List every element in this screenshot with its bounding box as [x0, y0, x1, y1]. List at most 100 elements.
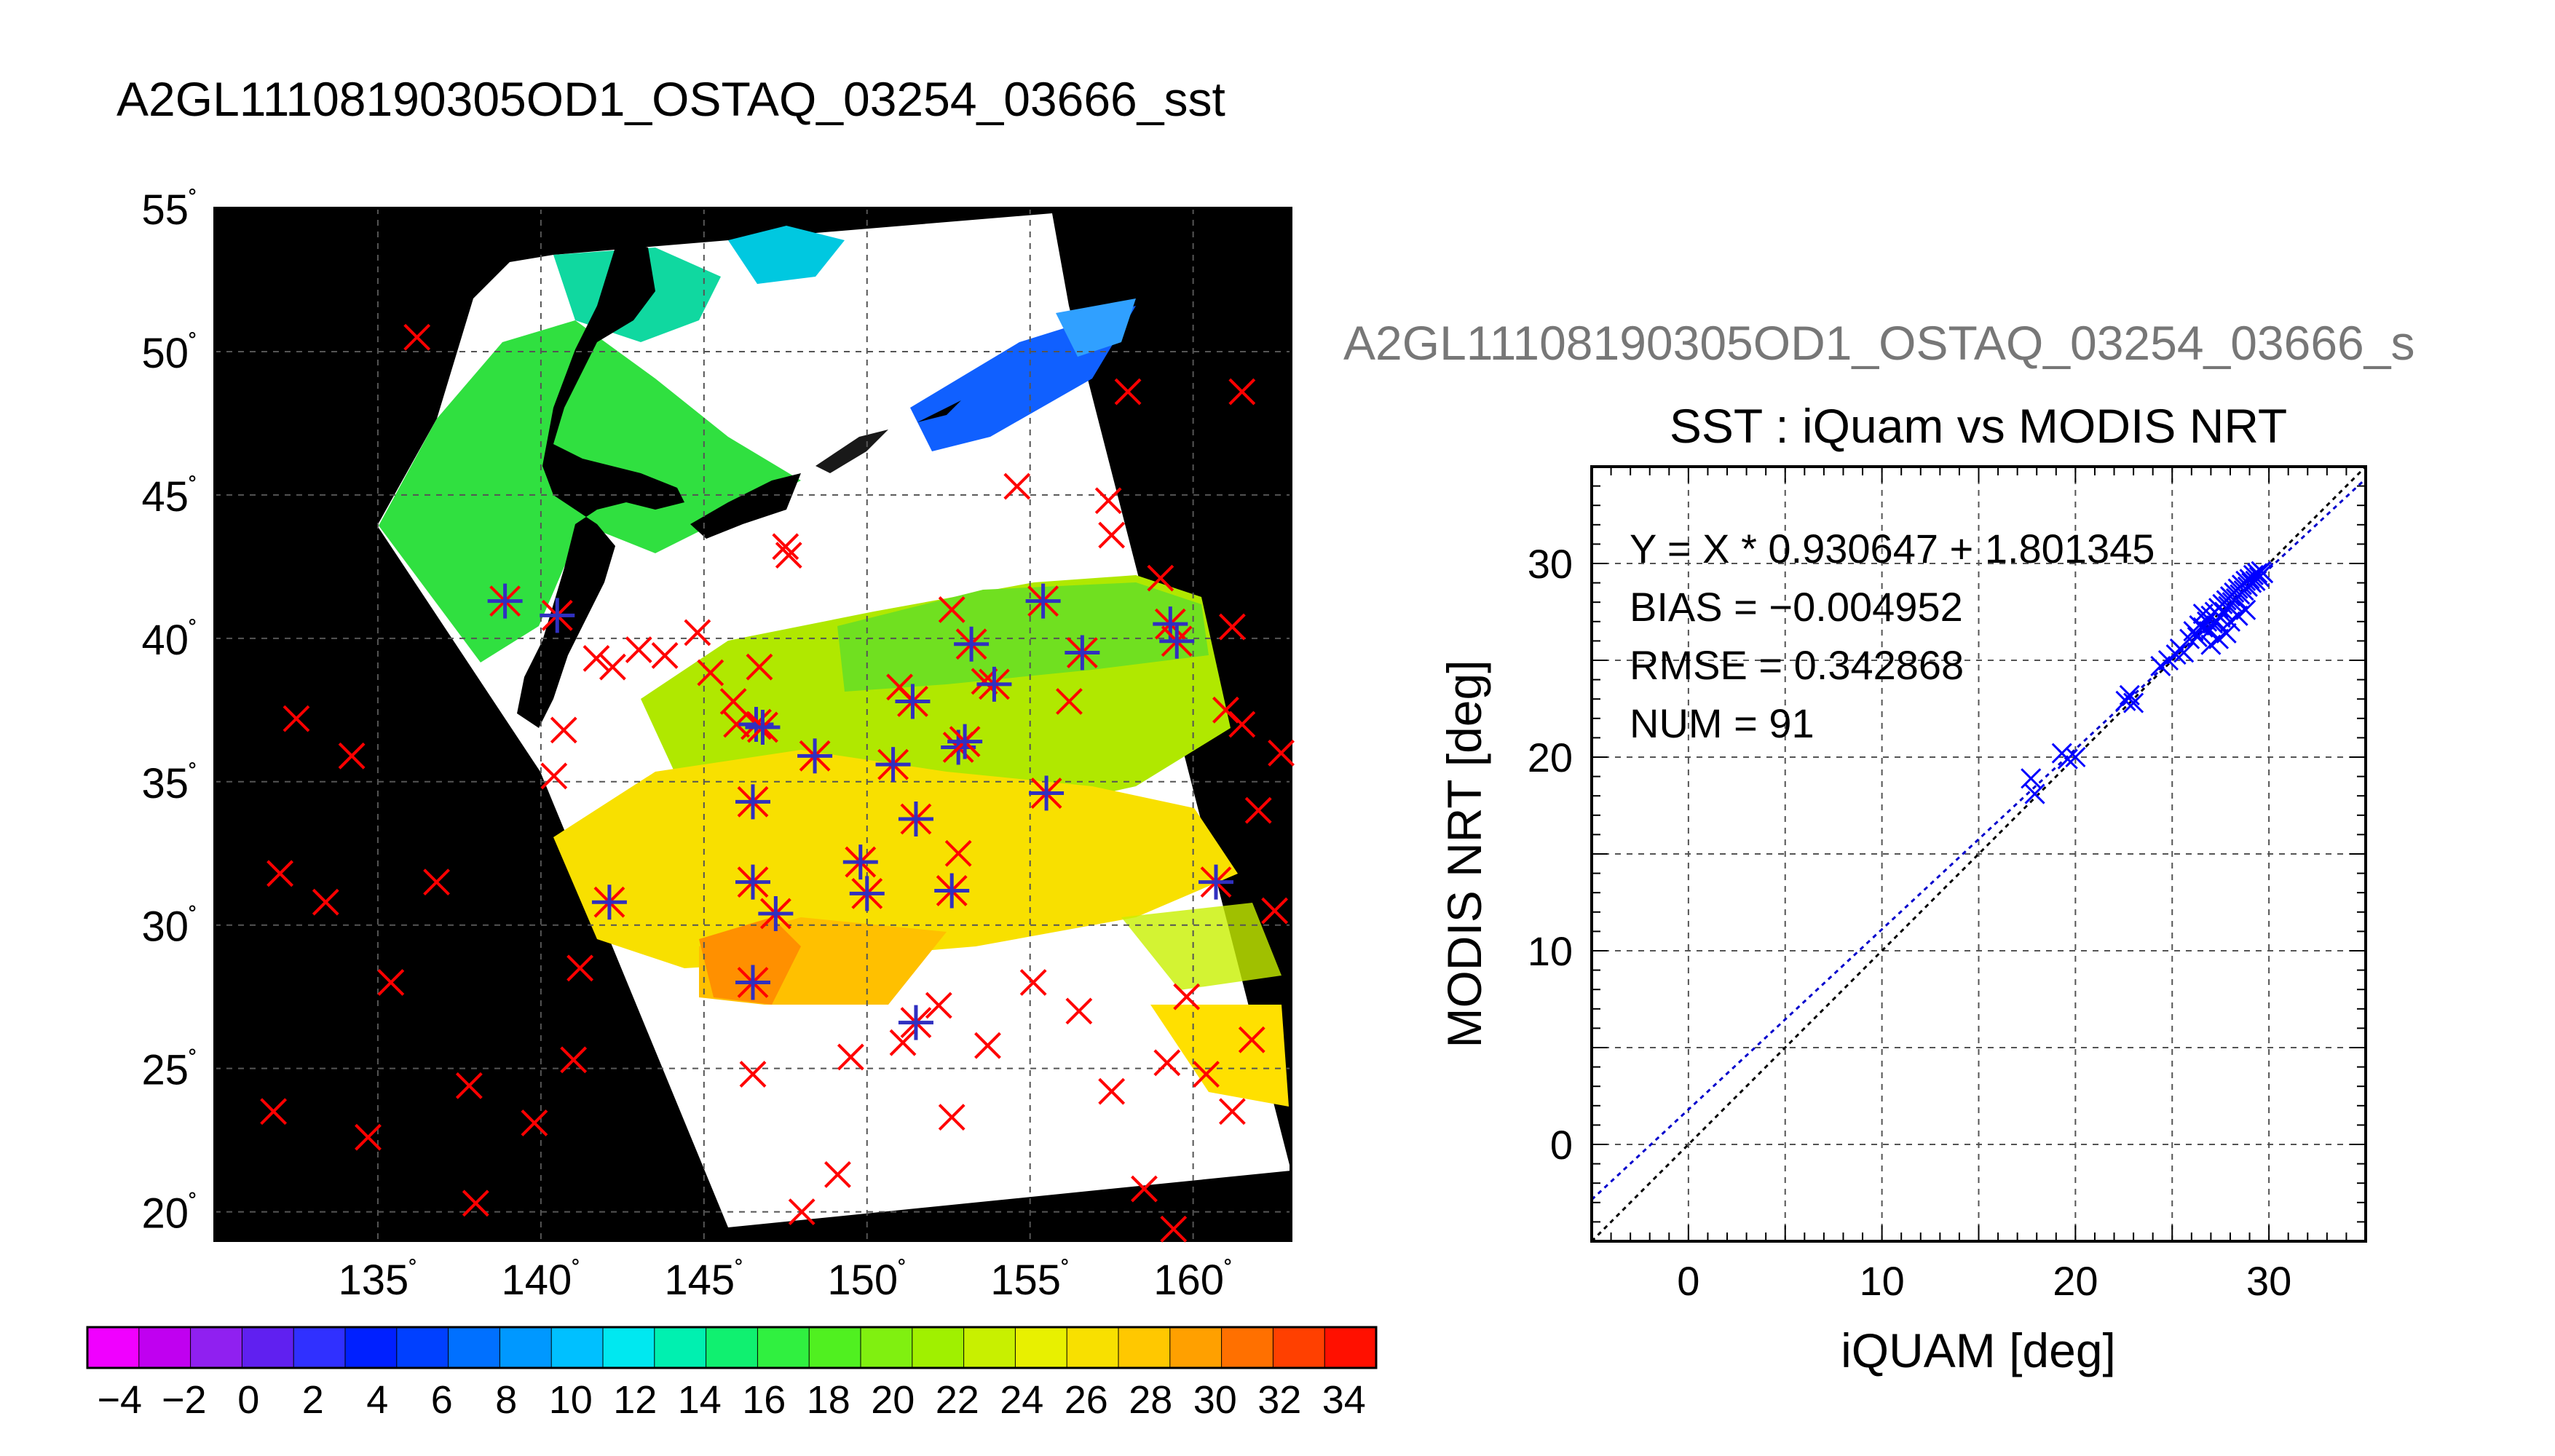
map-point	[550, 716, 577, 744]
matched-point	[1159, 623, 1195, 659]
map-point-stroke	[266, 860, 293, 887]
scatter-stats: Y = X * 0.930647 + 1.801345 BIAS = −0.004…	[1630, 526, 2155, 746]
main-title: A2GL11108190305OD1_OSTAQ_03254_03666_sst	[117, 72, 1225, 126]
matched-point	[849, 876, 885, 911]
map-point	[1098, 521, 1126, 549]
colorbar-label: 34	[1322, 1378, 1366, 1422]
degree-symbol: ˚	[1061, 1256, 1070, 1286]
map-point-stroke	[1065, 997, 1093, 1025]
scatter-point	[2192, 604, 2214, 625]
map-point	[312, 888, 339, 916]
colorbar: −4 −2 0 2 4 6 8 10 12 14 16 18 20 22 24 26 28 30 32 34	[86, 1326, 1378, 1422]
colorbar-label: 16	[742, 1378, 786, 1422]
map-point-stroke	[719, 688, 747, 715]
map-point-stroke	[1019, 969, 1047, 996]
scatter-point-stroke	[2021, 768, 2042, 789]
colorbar-segment	[963, 1326, 1016, 1369]
map-point	[283, 705, 310, 732]
matched-point	[976, 666, 1012, 702]
colorbar-segment	[138, 1326, 191, 1369]
scatter-point-stroke	[2119, 684, 2140, 705]
map-point	[1218, 613, 1246, 641]
matched-point	[1198, 864, 1233, 900]
map-point	[651, 642, 679, 669]
map-point-stroke	[1173, 983, 1201, 1010]
colorbar-segment	[757, 1326, 810, 1369]
map-point-stroke	[1160, 1215, 1188, 1243]
map-point-stroke	[1003, 472, 1031, 500]
map-point-stroke	[1153, 1049, 1181, 1077]
scatter-subtitle: A2GL11108190305OD1_OSTAQ_03254_03666_s	[1343, 316, 2414, 370]
map-point	[1003, 472, 1031, 500]
colorbar-label: 28	[1129, 1378, 1172, 1422]
degree-symbol: ˚	[735, 1256, 743, 1286]
map-lat-value: 55	[141, 186, 189, 234]
map-point-stroke	[260, 1098, 288, 1125]
map-point	[599, 653, 626, 681]
map-point-stroke	[550, 716, 577, 744]
map-point	[788, 1198, 816, 1226]
map-lon-value: 135	[339, 1257, 409, 1304]
map-point	[625, 636, 652, 664]
colorbar-label: 30	[1193, 1378, 1237, 1422]
scatter-ytick-label: 0	[1550, 1122, 1573, 1168]
map-gridlines	[215, 207, 1291, 1241]
colorbar-label: 2	[302, 1378, 324, 1422]
map-lat-label: 50˚	[141, 329, 197, 377]
degree-symbol: ˚	[189, 1190, 197, 1219]
map-lat-label: 20˚	[141, 1190, 197, 1238]
map-point	[1238, 1026, 1265, 1053]
colorbar-label: −4	[97, 1378, 142, 1422]
map-point-stroke	[1131, 1175, 1158, 1203]
scatter-point-stroke	[2065, 746, 2086, 768]
colorbar-segment	[706, 1326, 759, 1369]
map-point	[1261, 897, 1289, 925]
colorbar-label: 4	[366, 1378, 388, 1422]
colorbar-labels: −4 −2 0 2 4 6 8 10 12 14 16 18 20 22 24 26 28 30 32 34	[97, 1378, 1365, 1422]
scatter-xtick-label: 10	[1859, 1258, 1904, 1304]
scatter-point	[2165, 644, 2187, 665]
map-point-stroke	[938, 1104, 965, 1131]
degree-symbol: ˚	[898, 1256, 907, 1286]
colorbar-segment	[860, 1326, 913, 1369]
scatter-point	[2065, 746, 2086, 768]
matched-point	[735, 784, 770, 820]
scatter-stat-line: RMSE = 0.342868	[1630, 642, 1964, 688]
map-point	[1212, 696, 1239, 724]
scatter-point-stroke	[2115, 690, 2136, 711]
map-point-stroke	[462, 1190, 489, 1217]
map-point	[1218, 1098, 1246, 1125]
map-point-stroke	[283, 705, 310, 732]
colorbar-label: 0	[237, 1378, 259, 1422]
map-point	[1056, 688, 1083, 715]
colorbar-segment	[1221, 1326, 1274, 1369]
map-point	[338, 742, 366, 769]
scatter-point-stroke	[2173, 642, 2195, 663]
map-point-stroke	[1114, 378, 1142, 405]
scatter-point	[2216, 622, 2237, 644]
map-point	[925, 992, 952, 1019]
map-point	[1153, 1049, 1181, 1077]
colorbar-segment	[448, 1326, 501, 1369]
map-point	[1173, 983, 1201, 1010]
map-lat-value: 30	[141, 903, 189, 951]
scatter-point-stroke	[2235, 599, 2256, 620]
colorbar-label: 10	[549, 1378, 593, 1422]
colorbar-segment	[1014, 1326, 1068, 1369]
matched-point	[735, 864, 770, 900]
map-lat-value: 20	[141, 1190, 189, 1238]
map-point-stroke	[599, 653, 626, 681]
degree-symbol: ˚	[189, 329, 197, 359]
map-point-stroke	[739, 1061, 767, 1088]
map-lon-label: 140˚	[501, 1256, 580, 1304]
scatter-frame	[1590, 465, 2367, 1243]
scatter-point-stroke	[2024, 783, 2045, 804]
matched-point	[875, 747, 911, 783]
degree-symbol: ˚	[408, 1256, 417, 1286]
scatter-stat-line: BIAS = −0.004952	[1630, 584, 1963, 630]
map-lat-value: 50	[141, 330, 189, 377]
map-point	[938, 596, 965, 623]
scatter-point-stroke	[2253, 563, 2274, 584]
map-point	[355, 1123, 382, 1151]
colorbar-segment	[550, 1326, 604, 1369]
